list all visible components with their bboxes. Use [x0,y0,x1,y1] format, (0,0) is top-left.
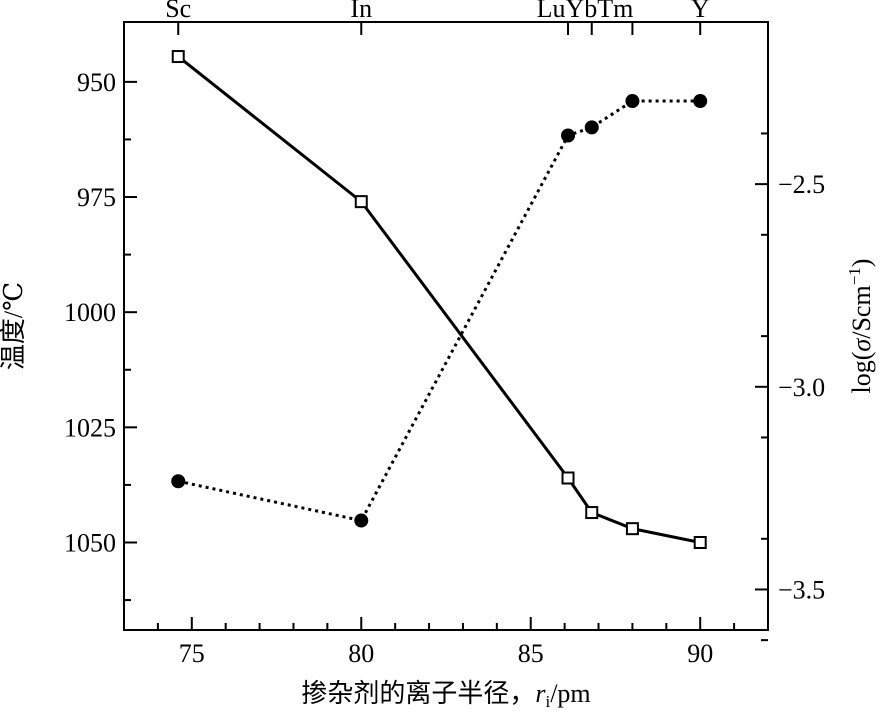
left-y-tick-label: 975 [77,183,116,212]
right-y-tick-label: −3.0 [778,373,825,402]
right-y-tick-label: −3.5 [778,575,825,604]
series-layer [171,50,708,549]
x-axis-ticks: 75 80 85 90 [156,617,736,668]
x-axis-title-var: r [535,679,546,708]
top-element-label: Y [691,0,710,23]
temperature-point [561,471,575,485]
temperature-line [177,55,701,544]
right-y-axis-ticks: −2.5 −3.0 −3.5 [755,132,825,642]
x-axis-title-text: 掺杂剂的离子半径， [301,679,535,708]
conductivity-line [177,99,701,523]
right-y-axis-title-sup: −1 [845,267,864,285]
left-y-tick-label: 1000 [64,298,116,327]
right-y-tick-label: −2.5 [778,170,825,199]
x-axis-title-unit: /pm [550,679,590,708]
conductivity-point [171,474,186,489]
left-y-axis-title: 温度/℃ [0,282,28,370]
plot-frame [123,21,769,631]
left-y-tick-label: 1025 [64,413,116,442]
temperature-point [625,522,639,536]
right-y-axis-title-suffix: ) [847,259,876,268]
temperature-point [171,50,185,64]
left-y-tick-label: 950 [77,68,116,97]
top-axis-ticks: Sc In LuYbTm Y [165,0,710,35]
x-tick-label: 90 [687,639,713,668]
top-element-label: LuYbTm [537,0,634,23]
right-y-axis-title-var: σ [847,338,876,352]
conductivity-point [625,94,640,109]
conductivity-point [561,128,576,143]
left-y-axis-ticks: 950 975 1000 1025 1050 [64,68,137,602]
right-y-axis-title: log(σ/Scm−1) [845,259,876,394]
conductivity-point [354,513,369,528]
right-y-axis-title-mid: /Scm [847,285,876,338]
x-tick-label: 75 [179,639,205,668]
conductivity-point [584,120,599,135]
x-tick-label: 80 [348,639,374,668]
conductivity-point [693,94,708,109]
x-tick-label: 85 [518,639,544,668]
x-axis-title-sub: i [545,692,550,711]
temperature-point [585,506,599,520]
top-element-label: Sc [165,0,191,23]
left-y-tick-label: 1050 [64,528,116,557]
x-axis-title: 掺杂剂的离子半径，ri/pm [301,679,590,711]
temperature-point [354,195,368,209]
temperature-point [693,535,707,549]
top-element-label: In [350,0,372,23]
right-y-axis-title-prefix: log( [847,352,876,394]
